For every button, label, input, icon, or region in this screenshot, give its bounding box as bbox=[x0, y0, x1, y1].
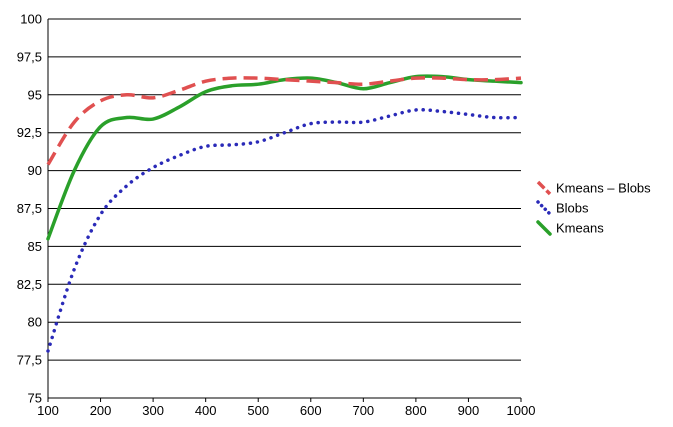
plot-area bbox=[46, 74, 523, 353]
y-tick-label: 100 bbox=[20, 12, 42, 27]
y-tick-label: 95 bbox=[28, 87, 42, 102]
legend-label: Kmeans bbox=[556, 221, 604, 236]
x-tick-label: 400 bbox=[195, 403, 217, 418]
y-axis-tick-labels: 75 77,5 80 82,5 85 87,5 90 92,5 95 97,5 100 bbox=[17, 12, 42, 406]
x-tick-label: 300 bbox=[142, 403, 164, 418]
series-line-kmeans-blobs bbox=[46, 76, 522, 166]
y-tick-label: 75 bbox=[28, 391, 42, 406]
y-tick-label: 77,5 bbox=[17, 353, 42, 368]
legend-swatch bbox=[536, 220, 552, 236]
y-tick-label: 97,5 bbox=[17, 49, 42, 64]
y-tick-label: 85 bbox=[28, 239, 42, 254]
legend-label: Kmeans – Blobs bbox=[556, 181, 651, 196]
legend: Kmeans – Blobs Blobs Kmeans bbox=[536, 180, 651, 236]
legend-swatch bbox=[536, 180, 552, 196]
series-line-blobs bbox=[46, 108, 523, 353]
legend-swatch bbox=[536, 200, 552, 216]
y-tick-label: 80 bbox=[28, 315, 42, 330]
y-tick-label: 87,5 bbox=[17, 201, 42, 216]
x-tick-label: 700 bbox=[352, 403, 374, 418]
x-tick-label: 100 bbox=[37, 403, 59, 418]
x-tick-label: 900 bbox=[458, 403, 480, 418]
x-tick-label: 1000 bbox=[507, 403, 536, 418]
y-tick-label: 92,5 bbox=[17, 125, 42, 140]
y-tick-label: 90 bbox=[28, 163, 42, 178]
y-tick-label: 82,5 bbox=[17, 277, 42, 292]
legend-label: Blobs bbox=[556, 201, 589, 216]
x-tick-label: 600 bbox=[300, 403, 322, 418]
x-tick-label: 800 bbox=[405, 403, 427, 418]
x-axis-tick-labels: 100 200 300 400 500 600 700 800 900 1000 bbox=[37, 398, 535, 418]
x-tick-label: 500 bbox=[247, 403, 269, 418]
x-tick-label: 200 bbox=[90, 403, 112, 418]
